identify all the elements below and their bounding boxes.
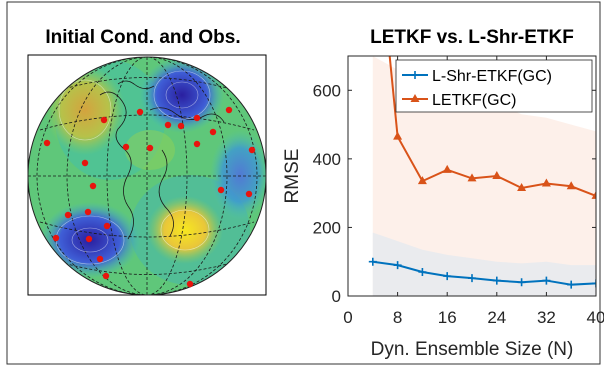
x-tick-label: 16 (438, 308, 457, 327)
data-point-plus (468, 274, 476, 283)
data-point-plus (517, 278, 526, 287)
data-point-plus (368, 257, 377, 266)
observation-dot (43, 139, 51, 147)
x-tick-label: 40 (587, 308, 604, 327)
observation-dot (100, 116, 108, 124)
observation-dot (103, 222, 111, 230)
observation-dot (89, 182, 97, 190)
plot-area-box (347, 55, 597, 297)
data-point-triangle (492, 171, 502, 179)
high-anomaly-northwest (45, 65, 125, 155)
legend-marker-plus-icon (411, 71, 419, 79)
observation-dot (193, 140, 201, 148)
data-point-triangle (393, 131, 403, 140)
y-axis-label: RMSE (282, 149, 303, 204)
observation-dot (193, 114, 201, 122)
data-point-plus (393, 261, 402, 270)
observation-dot (64, 211, 72, 219)
observation-dot (225, 106, 233, 114)
figure-border (6, 1, 601, 365)
data-point-triangle (417, 176, 427, 185)
data-point-triangle (517, 183, 527, 191)
x-tick-label: 32 (537, 308, 556, 327)
observation-dot (102, 272, 110, 280)
observation-dot (209, 128, 217, 136)
band-1 (372, 56, 596, 296)
observation-dot (248, 146, 256, 154)
observation-dot (164, 121, 172, 129)
y-tick-label: 0 (332, 287, 341, 306)
x-tick-label: 8 (393, 308, 402, 327)
data-point-plus (492, 276, 501, 285)
observation-dot (146, 144, 154, 152)
data-point-plus (443, 272, 452, 281)
observation-dot (217, 186, 225, 194)
observation-dot (136, 108, 144, 116)
y-tick-label: 400 (313, 150, 341, 169)
y-tick-label: 200 (313, 218, 341, 237)
high-anomaly-southeast (147, 196, 223, 264)
observation-dot (245, 190, 253, 198)
data-point-plus (592, 279, 596, 288)
left-panel-title: Initial Cond. and Obs. (45, 27, 240, 48)
series-line-1 (388, 56, 596, 197)
graticule (28, 57, 266, 295)
observation-dot (84, 208, 92, 216)
series-line-0 (372, 260, 596, 286)
observation-dot (122, 143, 130, 151)
observation-dot (186, 280, 194, 288)
chart-title: LETKF vs. L-Shr-ETKF (370, 27, 574, 48)
legend-box (395, 59, 593, 113)
observation-dot (81, 159, 89, 167)
data-point-triangle (467, 173, 477, 182)
data-point-triangle (442, 164, 452, 173)
legend-label-lshr: L-Shr-ETKF(GC) (432, 68, 552, 85)
legend: L-Shr-ETKF(GC) LETKF(GC) (395, 59, 593, 113)
data-point-triangle (541, 178, 551, 187)
x-tick-label: 0 (343, 308, 352, 327)
data-point-plus (567, 280, 576, 289)
observation-dot (85, 235, 93, 243)
observation-dot (177, 122, 185, 130)
x-axis-label: Dyn. Ensemble Size (N) (371, 339, 574, 360)
series-lines (368, 56, 596, 289)
data-point-plus (418, 268, 427, 276)
legend-marker-triangle-icon (410, 94, 420, 102)
globe-map (27, 56, 267, 296)
data-point-plus (542, 276, 551, 285)
y-tick-label: 600 (313, 81, 341, 100)
contours (55, 70, 211, 265)
low-anomaly-north (140, 57, 224, 133)
legend-label-letkf: LETKF(GC) (432, 92, 516, 109)
data-point-triangle (566, 181, 576, 190)
globe-outline (27, 56, 267, 296)
x-tick-label: 24 (487, 308, 506, 327)
data-point-triangle (591, 190, 596, 199)
observation-dot (52, 234, 60, 242)
observation-points (43, 106, 256, 288)
observation-dot (96, 255, 104, 263)
